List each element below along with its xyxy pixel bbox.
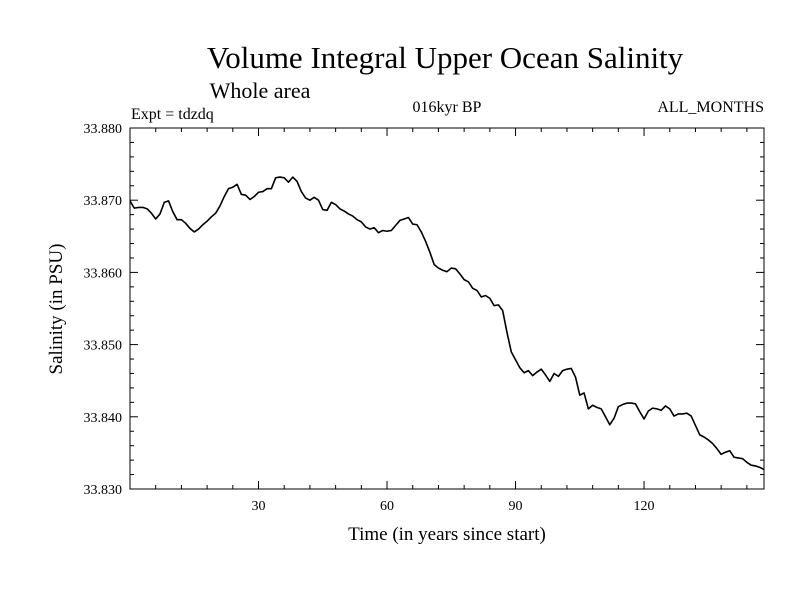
months-label: ALL_MONTHS <box>657 99 764 116</box>
y-tick-label: 33.840 <box>84 411 123 426</box>
experiment-label: Expt = tdzdq <box>131 106 214 123</box>
salinity-series-line <box>129 176 765 471</box>
plot-frame <box>129 127 765 490</box>
y-axis-tick-labels: 33.830 33.840 33.850 33.860 33.870 33.880 <box>84 122 123 498</box>
chart-title: Volume Integral Upper Ocean Salinity <box>207 40 684 75</box>
x-tick-label: 30 <box>252 499 266 514</box>
x-axis-label: Time (in years since start) <box>348 524 546 545</box>
x-tick-label: 90 <box>509 499 523 514</box>
x-axis-ticks <box>129 128 748 489</box>
x-tick-label: 60 <box>380 499 394 514</box>
y-axis-label: Salinity (in PSU) <box>46 244 67 375</box>
period-label: 016kyr BP <box>413 99 482 116</box>
chart-subtitle: Whole area <box>210 78 311 103</box>
x-tick-label: 120 <box>634 499 655 514</box>
y-tick-label: 33.870 <box>84 194 123 209</box>
y-axis-ticks <box>130 127 764 490</box>
x-axis-tick-labels: 30 60 90 120 <box>252 499 655 514</box>
y-tick-label: 33.860 <box>84 266 123 281</box>
y-tick-label: 33.850 <box>84 339 123 354</box>
y-tick-label: 33.880 <box>84 122 123 137</box>
y-tick-label: 33.830 <box>84 483 123 498</box>
